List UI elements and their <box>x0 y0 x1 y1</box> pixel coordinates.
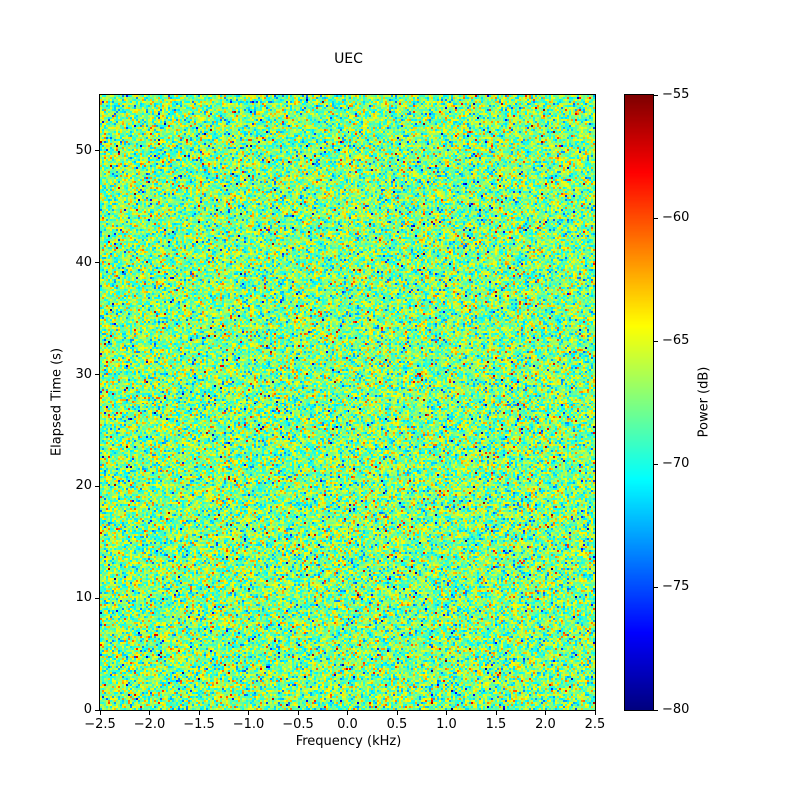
y-tick-mark <box>95 709 99 711</box>
x-tick-label: 0.0 <box>337 717 358 732</box>
x-tick-label: −0.5 <box>282 717 314 732</box>
x-tick-label: 1.0 <box>436 717 457 732</box>
x-tick-label: −1.5 <box>183 717 215 732</box>
x-tick-mark <box>545 711 546 715</box>
chart-title: UEC <box>334 51 363 67</box>
y-tick-label: 0 <box>83 702 92 717</box>
x-tick-label: 1.5 <box>485 717 507 732</box>
x-tick-label: 2.0 <box>535 717 556 732</box>
y-tick-label: 20 <box>75 478 92 494</box>
y-tick-mark <box>95 597 99 599</box>
x-tick-mark <box>248 711 249 715</box>
x-tick-mark <box>297 711 299 715</box>
colorbar-gradient <box>625 95 653 710</box>
y-tick-mark <box>95 374 99 376</box>
colorbar-tick-label: −70 <box>662 456 690 471</box>
x-tick-mark <box>347 711 348 715</box>
y-axis-label: Elapsed Time (s) <box>49 347 65 457</box>
x-tick-mark <box>495 711 497 715</box>
y-tick-mark <box>95 150 99 152</box>
y-tick-label: 50 <box>75 142 92 158</box>
colorbar-tick-mark <box>654 217 658 219</box>
x-tick-mark <box>198 711 200 715</box>
colorbar-tick-label: −80 <box>662 702 690 717</box>
x-tick-label: −2.5 <box>84 717 116 732</box>
y-tick-mark <box>95 262 99 264</box>
colorbar-tick-mark <box>654 586 658 588</box>
x-tick-label: −1.0 <box>232 717 265 732</box>
colorbar-label: Power (dB) <box>696 366 712 438</box>
y-tick-label: 30 <box>75 366 92 382</box>
x-tick-label: 2.5 <box>584 717 606 732</box>
y-tick-label: 40 <box>75 254 92 270</box>
colorbar-tick-label: −65 <box>662 333 690 348</box>
spectrogram-heatmap <box>100 95 595 710</box>
colorbar-tick-label: −60 <box>662 210 690 225</box>
colorbar-tick-label: −75 <box>662 579 690 594</box>
colorbar <box>624 94 654 711</box>
colorbar-tick-mark <box>654 94 658 96</box>
colorbar-tick-label: −55 <box>662 87 690 102</box>
x-tick-label: −2.0 <box>133 717 166 732</box>
y-tick-label: 10 <box>75 590 92 606</box>
colorbar-tick-mark <box>654 709 658 711</box>
x-tick-mark <box>594 711 596 715</box>
x-tick-label: 0.5 <box>386 717 408 732</box>
x-axis-label: Frequency (kHz) <box>295 734 402 749</box>
x-tick-mark <box>446 711 447 715</box>
x-tick-mark <box>99 711 101 715</box>
colorbar-tick-mark <box>654 463 658 465</box>
x-tick-mark <box>396 711 398 715</box>
y-tick-mark <box>95 485 99 487</box>
x-tick-mark <box>149 711 150 715</box>
colorbar-tick-mark <box>654 340 658 342</box>
plot-area <box>99 94 596 711</box>
